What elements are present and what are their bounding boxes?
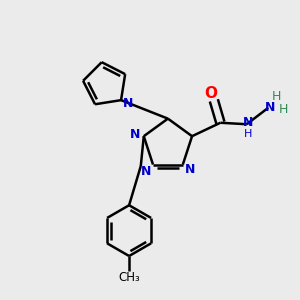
Text: N: N [243,116,254,129]
Text: O: O [204,86,218,101]
Text: N: N [185,164,196,176]
Text: N: N [130,128,141,141]
Text: H: H [272,90,281,103]
Text: N: N [265,101,275,114]
Text: H: H [244,129,252,139]
Text: N: N [141,165,152,178]
Text: CH₃: CH₃ [118,271,140,284]
Text: H: H [279,103,288,116]
Text: N: N [122,97,133,110]
